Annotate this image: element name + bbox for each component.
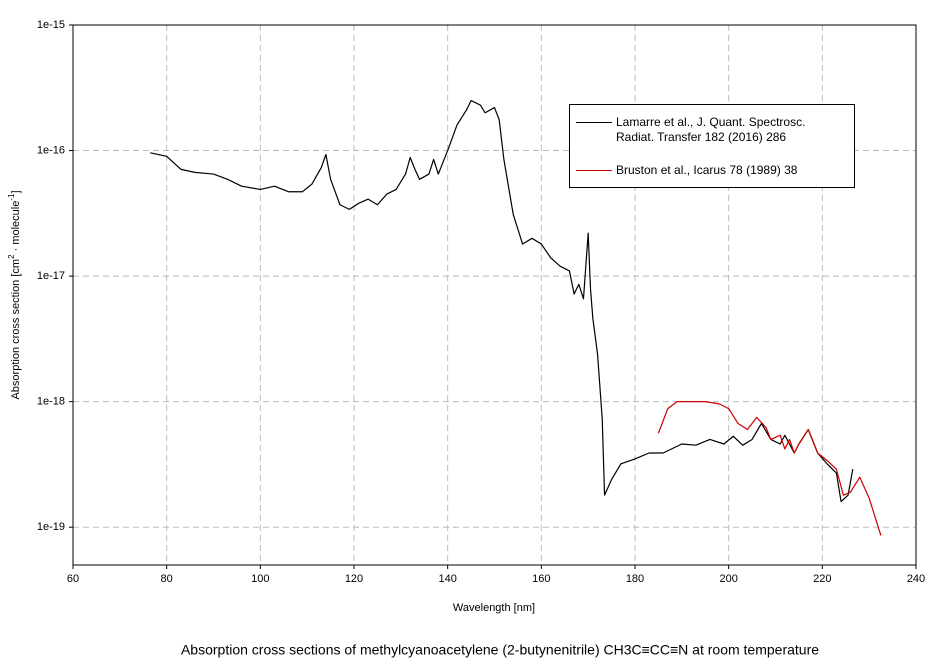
y-tick-label: 1e-18 [37,396,65,408]
x-tick-label: 240 [907,573,925,585]
x-tick-label: 200 [719,573,737,585]
x-tick-label: 60 [67,573,79,585]
y-tick-label: 1e-19 [37,521,65,533]
legend-swatch [576,170,612,171]
legend: Lamarre et al., J. Quant. Spectrosc. Rad… [569,104,855,188]
x-tick-label: 100 [251,573,269,585]
y-axis-title: Absorption cross section [cm2 · molecule… [7,190,22,399]
legend-item: Lamarre et al., J. Quant. Spectrosc. Rad… [576,115,831,145]
y-title-sup: -1 [7,193,16,201]
y-tick-label: 1e-16 [37,144,65,156]
legend-swatch [576,122,612,123]
y-title-part: · molecule [10,201,22,255]
y-title-part: ] [10,190,22,193]
caption: Absorption cross sections of methylcyano… [181,642,819,658]
plot-frame [72,24,917,566]
legend-item: Bruston et al., Icarus 78 (1989) 38 [576,163,831,178]
y-title-sup: 2 [7,254,16,259]
data-line [657,401,882,536]
data-line [150,99,854,503]
x-tick-label: 140 [438,573,456,585]
legend-label: Bruston et al., Icarus 78 (1989) 38 [616,163,798,177]
y-title-part: Absorption cross section [cm [10,259,22,400]
x-tick-label: 180 [626,573,644,585]
x-axis-title: Wavelength [nm] [453,602,535,614]
x-tick-label: 80 [161,573,173,585]
y-tick-label: 1e-15 [37,19,65,31]
x-tick-label: 160 [532,573,550,585]
legend-label: Lamarre et al., J. Quant. Spectrosc. Rad… [616,115,806,144]
x-tick-label: 220 [813,573,831,585]
y-tick-label: 1e-17 [37,270,65,282]
x-tick-label: 120 [345,573,363,585]
